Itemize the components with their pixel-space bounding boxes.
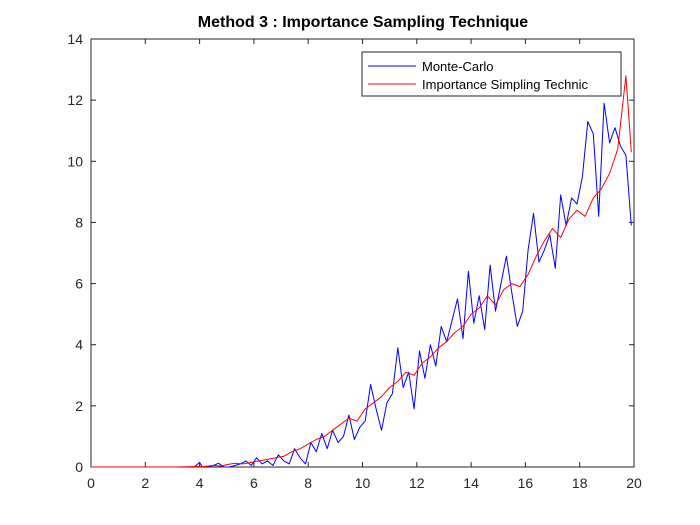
x-tick-label: 18 bbox=[572, 475, 588, 491]
x-tick-label: 16 bbox=[518, 475, 534, 491]
series-line-monte-carlo bbox=[91, 102, 632, 468]
x-tick-label: 0 bbox=[87, 475, 95, 491]
y-tick-label: 8 bbox=[75, 214, 83, 230]
x-tick-label: 20 bbox=[626, 475, 642, 491]
x-tick-label: 8 bbox=[304, 475, 312, 491]
y-tick-label: 2 bbox=[75, 398, 83, 414]
ticks-group: 0 2 4 6 8 10 12 14 16 18 20 0 2 4 6 8 10 12 14 bbox=[67, 31, 642, 491]
y-tick-label: 12 bbox=[67, 92, 83, 108]
chart-title: Method 3 : Importance Sampling Technique bbox=[198, 14, 529, 31]
x-tick-label: 2 bbox=[141, 475, 149, 491]
legend: Monte-Carlo Importance Simpling Technic bbox=[361, 51, 622, 97]
series-lines bbox=[91, 75, 632, 468]
legend-box bbox=[361, 51, 622, 97]
x-tick-label: 4 bbox=[196, 475, 204, 491]
y-tick-label: 14 bbox=[67, 31, 83, 47]
y-tick-label: 4 bbox=[75, 337, 83, 353]
y-tick-label: 0 bbox=[75, 459, 83, 475]
x-tick-label: 14 bbox=[463, 475, 479, 491]
x-tick-label: 12 bbox=[409, 475, 425, 491]
y-tick-label: 10 bbox=[67, 153, 83, 169]
y-tick-label: 6 bbox=[75, 276, 83, 292]
legend-label: Importance Simpling Technic bbox=[422, 77, 588, 92]
series-line-importance-sampling bbox=[91, 75, 632, 468]
x-tick-label: 10 bbox=[355, 475, 371, 491]
x-tick-label: 6 bbox=[250, 475, 258, 491]
legend-label: Monte-Carlo bbox=[422, 59, 494, 74]
